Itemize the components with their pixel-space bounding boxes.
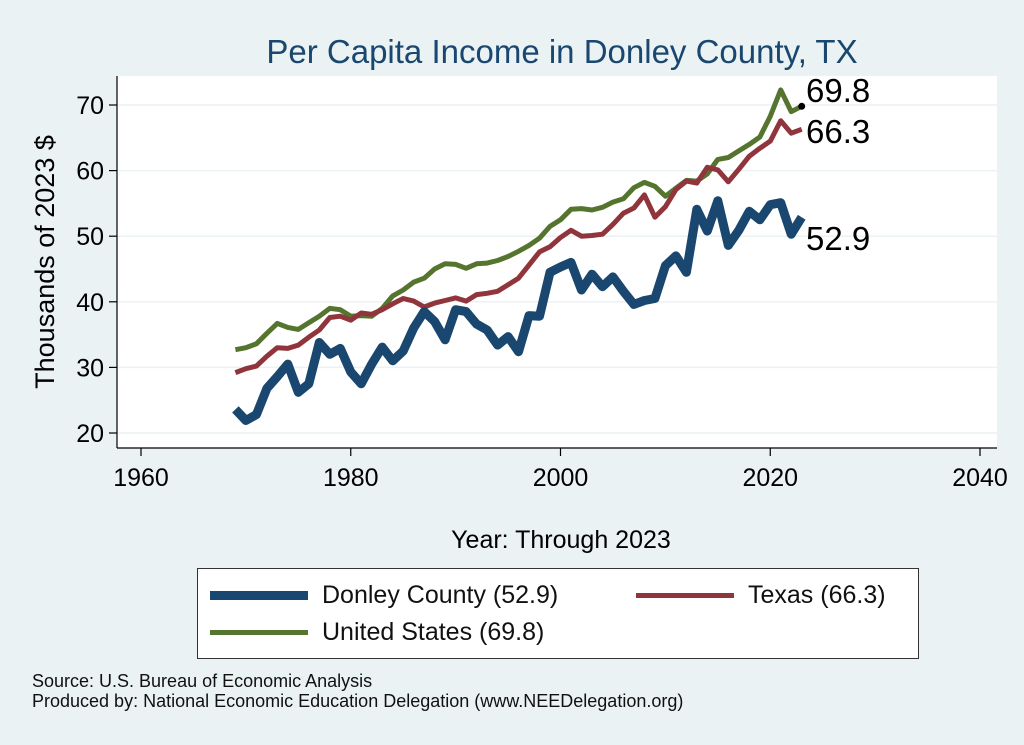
legend-swatch-texas	[636, 593, 734, 598]
gridlines	[117, 104, 997, 434]
y-axis-ticks: 20 30 40 50 60 70	[76, 92, 117, 448]
end-marker-us	[798, 102, 806, 110]
legend-swatch-us	[210, 630, 308, 635]
y-tick-label-20: 20	[76, 420, 104, 448]
y-tick-label-30: 30	[76, 354, 104, 382]
series-line-texas	[234, 118, 803, 375]
series-line-donley-county	[232, 196, 806, 425]
producer-note: Produced by: National Economic Education…	[32, 691, 684, 711]
end-label-1: 66.3	[806, 113, 870, 150]
source-note: Source: U.S. Bureau of Economic Analysis	[32, 671, 373, 691]
legend-item-us: United States (69.8)	[210, 618, 544, 647]
series-lines	[232, 87, 806, 425]
x-tick-label-2020: 2020	[742, 464, 798, 492]
x-tick-label-2040: 2040	[952, 464, 1008, 492]
legend: Donley County (52.9) Texas (66.3) United…	[197, 568, 919, 659]
end-labels: 69.8 66.3 52.9	[806, 72, 870, 257]
legend-label-us: United States (69.8)	[322, 618, 545, 646]
x-axis-label: Year: Through 2023	[451, 526, 671, 554]
legend-label-texas: Texas (66.3)	[748, 581, 886, 609]
chart-title: Per Capita Income in Donley County, TX	[266, 33, 857, 70]
y-tick-label-70: 70	[76, 92, 104, 120]
y-axis-label: Thousands of 2023 $	[30, 135, 60, 389]
y-tick-label-40: 40	[76, 289, 104, 317]
legend-item-texas: Texas (66.3)	[636, 581, 900, 610]
legend-label-donley: Donley County (52.9)	[322, 581, 559, 609]
x-tick-label-1960: 1960	[113, 464, 169, 492]
y-tick-label-60: 60	[76, 158, 104, 186]
x-tick-label-1980: 1980	[323, 464, 379, 492]
end-label-2: 52.9	[806, 220, 870, 257]
y-tick-label-50: 50	[76, 223, 104, 251]
series-line-united-states	[234, 87, 803, 353]
x-tick-label-2000: 2000	[533, 464, 589, 492]
end-label-0: 69.8	[806, 72, 870, 109]
legend-item-donley: Donley County (52.9)	[210, 581, 558, 610]
legend-swatch-donley	[210, 591, 308, 600]
x-axis-ticks: 1960 1980 2000 2020 2040	[113, 448, 1008, 492]
